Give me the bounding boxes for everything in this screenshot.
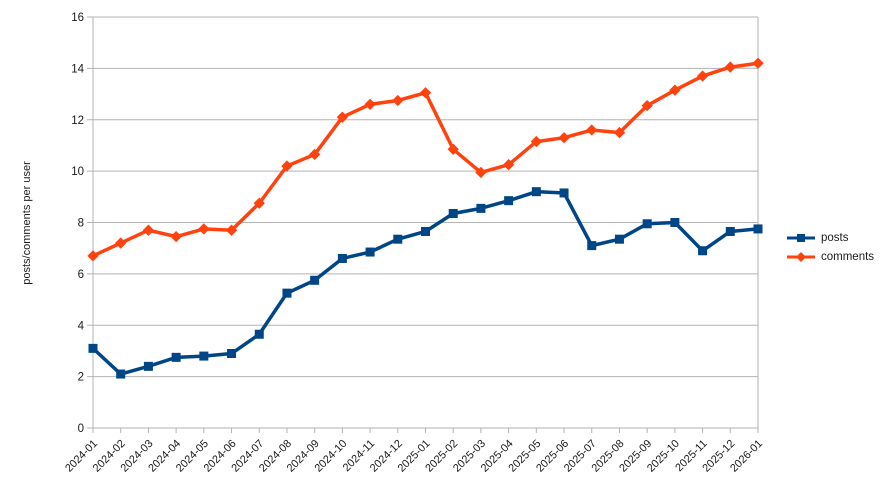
series-comments-marker bbox=[364, 98, 376, 110]
legend: posts comments bbox=[786, 231, 874, 264]
series-posts-marker bbox=[531, 187, 541, 197]
series-comments-marker bbox=[752, 57, 764, 69]
series-posts-marker bbox=[725, 226, 735, 236]
series-posts-marker bbox=[559, 188, 569, 198]
series-comments-marker bbox=[586, 124, 598, 136]
series-comments-marker bbox=[170, 230, 182, 243]
series-posts-marker bbox=[88, 343, 98, 353]
series-comments-marker bbox=[87, 250, 99, 262]
series-comments-marker bbox=[115, 237, 127, 249]
series-posts-marker bbox=[143, 361, 153, 371]
series-posts-marker bbox=[614, 234, 624, 244]
series-posts-marker bbox=[116, 369, 126, 379]
y-tick-label: 16 bbox=[71, 12, 84, 24]
legend-comments-marker-icon bbox=[787, 252, 815, 262]
series-comments-marker bbox=[198, 223, 210, 235]
series-posts-marker bbox=[448, 209, 458, 219]
series-posts-marker bbox=[670, 218, 680, 227]
y-tick-label: 12 bbox=[71, 115, 84, 127]
series-posts-marker bbox=[642, 219, 652, 229]
legend-label-comments: comments bbox=[821, 251, 875, 263]
series-comments-marker bbox=[419, 87, 432, 99]
series-posts-marker bbox=[476, 203, 486, 213]
y-tick-label: 4 bbox=[78, 320, 85, 332]
series-posts-marker bbox=[254, 329, 264, 339]
series-posts-marker bbox=[393, 234, 403, 244]
y-tick-label: 6 bbox=[78, 269, 84, 281]
legend-item-posts: posts bbox=[786, 231, 874, 245]
series-posts-marker bbox=[587, 241, 597, 251]
series-posts-marker bbox=[753, 224, 763, 234]
series-posts-marker bbox=[365, 247, 375, 257]
series-comments-marker bbox=[392, 94, 404, 107]
y-tick-label: 2 bbox=[78, 372, 84, 384]
legend-posts-marker-icon bbox=[787, 234, 815, 242]
legend-label-posts: posts bbox=[821, 232, 849, 244]
series-posts-marker bbox=[227, 349, 237, 359]
y-tick-label: 0 bbox=[78, 423, 84, 435]
series-comments-marker bbox=[142, 224, 155, 236]
y-tick-label: 10 bbox=[71, 166, 84, 178]
series-posts-marker bbox=[504, 196, 514, 206]
y-tick-label: 8 bbox=[78, 218, 84, 230]
series-posts-marker bbox=[171, 352, 181, 362]
y-axis-title: posts/comments per user bbox=[21, 161, 33, 285]
series-posts-marker bbox=[421, 226, 430, 236]
series-comments-marker bbox=[724, 61, 736, 73]
series-posts-marker bbox=[310, 275, 320, 285]
series-posts-marker bbox=[199, 351, 209, 361]
series-posts-marker bbox=[282, 288, 292, 298]
series-posts-marker bbox=[337, 253, 347, 263]
series-comments-marker bbox=[558, 132, 570, 144]
series-posts-line bbox=[91, 189, 760, 376]
series-posts-marker bbox=[698, 246, 708, 256]
y-tick-label: 14 bbox=[71, 63, 84, 75]
legend-item-comments: comments bbox=[786, 250, 874, 264]
